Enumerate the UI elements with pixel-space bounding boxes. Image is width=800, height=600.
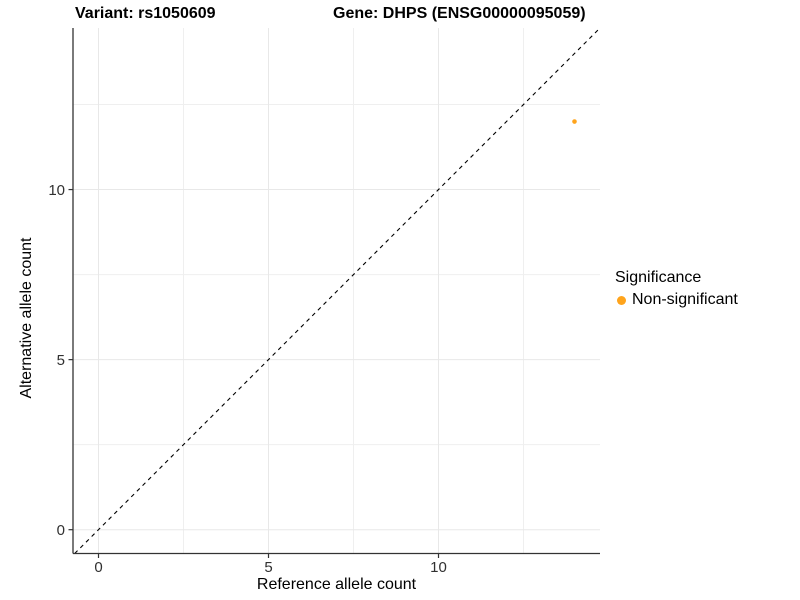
x-tick-label: 5 (264, 559, 272, 576)
y-axis-title: Alternative allele count (18, 237, 35, 399)
legend-title: Significance (615, 269, 702, 286)
y-tick-label: 0 (57, 522, 65, 539)
filled-circle-icon (617, 295, 626, 305)
x-axis-title: Reference allele count (256, 576, 417, 593)
x-tick-label: 0 (94, 559, 102, 576)
legend-item: Non-significant (615, 290, 738, 310)
identity-reference-line (74, 27, 601, 554)
x-tick-label: 10 (430, 559, 447, 576)
y-tick-label: 5 (57, 352, 65, 369)
y-tick-label: 10 (48, 182, 65, 199)
plot-title-gene: Gene: DHPS (ENSG00000095059) (333, 5, 586, 22)
legend: Significance Non-significant (615, 268, 738, 310)
plot-title-variant: Variant: rs1050609 (75, 5, 216, 22)
data-point (572, 119, 577, 124)
legend-item-label: Non-significant (632, 291, 738, 308)
